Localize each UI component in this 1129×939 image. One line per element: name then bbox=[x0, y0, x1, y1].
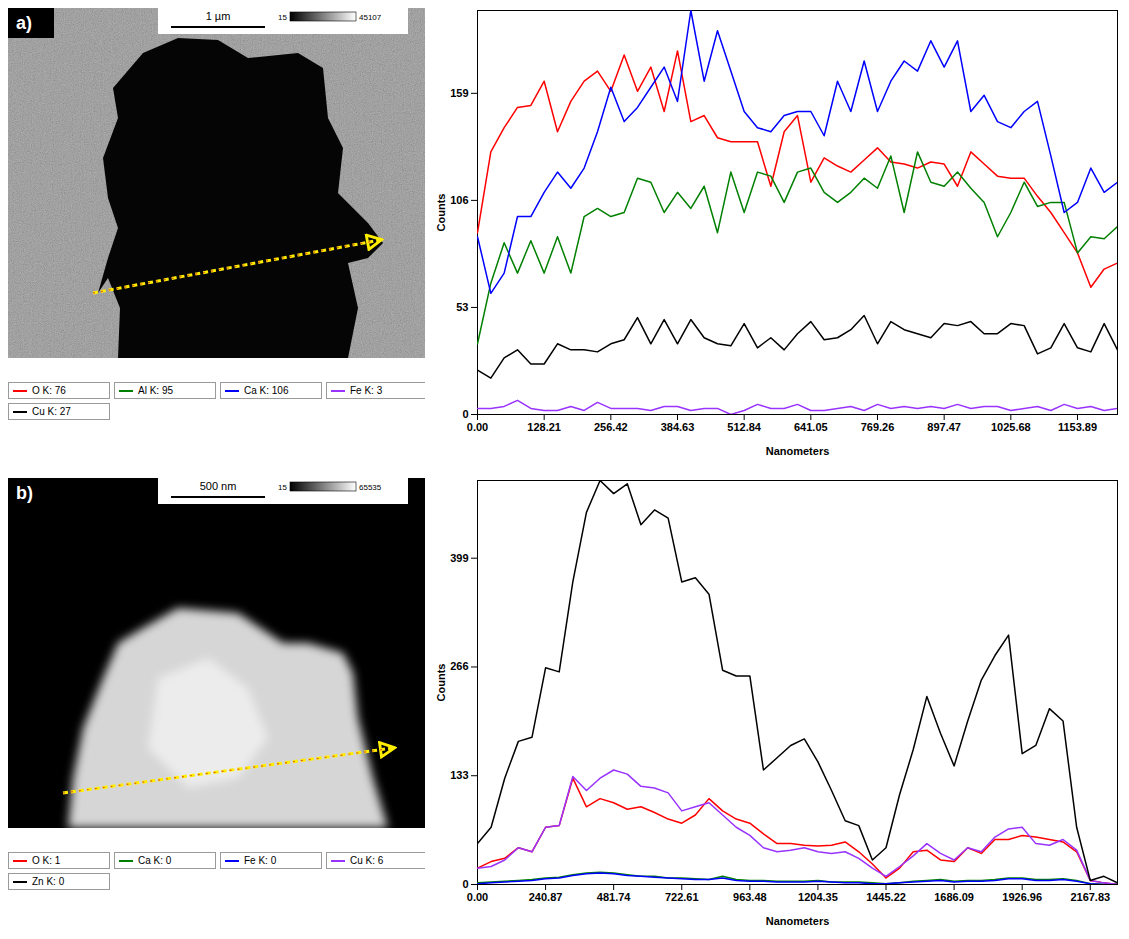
svg-text:2167.83: 2167.83 bbox=[1070, 891, 1110, 903]
html-text:O K: 1: O K: 1 bbox=[32, 855, 61, 866]
html-text:O K: 76: O K: 76 bbox=[32, 385, 66, 396]
svg-text:1445.22: 1445.22 bbox=[866, 891, 906, 903]
svg-text:0.00: 0.00 bbox=[467, 891, 488, 903]
svg-text:45107: 45107 bbox=[359, 13, 382, 22]
svg-text:266: 266 bbox=[450, 660, 468, 672]
svg-text:128.21: 128.21 bbox=[527, 421, 561, 433]
svg-text:Counts: Counts bbox=[435, 194, 447, 232]
svg-text:722.61: 722.61 bbox=[665, 891, 699, 903]
svg-text:65535: 65535 bbox=[359, 483, 382, 492]
svg-text:Nanometers: Nanometers bbox=[766, 915, 830, 927]
svg-text:159: 159 bbox=[450, 87, 468, 99]
svg-text:769.26: 769.26 bbox=[861, 421, 895, 433]
html-text:Fe K: 0: Fe K: 0 bbox=[244, 855, 277, 866]
svg-text:15: 15 bbox=[278, 13, 287, 22]
svg-text:0: 0 bbox=[462, 408, 468, 420]
html-text:Ca K: 106: Ca K: 106 bbox=[244, 385, 289, 396]
svg-text:512.84: 512.84 bbox=[727, 421, 762, 433]
svg-text:500 nm: 500 nm bbox=[200, 480, 237, 492]
svg-text:256.42: 256.42 bbox=[594, 421, 628, 433]
svg-text:1 µm: 1 µm bbox=[206, 10, 231, 22]
html-text:Al K: 95: Al K: 95 bbox=[138, 385, 173, 396]
html-text:Fe K: 3: Fe K: 3 bbox=[350, 385, 383, 396]
svg-text:641.05: 641.05 bbox=[794, 421, 828, 433]
html-text:Cu K: 27: Cu K: 27 bbox=[32, 406, 71, 417]
svg-text:a): a) bbox=[16, 13, 32, 33]
svg-text:b): b) bbox=[16, 483, 33, 503]
svg-text:Counts: Counts bbox=[435, 664, 447, 702]
svg-text:963.48: 963.48 bbox=[733, 891, 767, 903]
svg-text:133: 133 bbox=[450, 769, 468, 781]
svg-text:384.63: 384.63 bbox=[661, 421, 695, 433]
html-text:Ca K: 0: Ca K: 0 bbox=[138, 855, 172, 866]
svg-text:1926.96: 1926.96 bbox=[1002, 891, 1042, 903]
svg-text:53: 53 bbox=[456, 301, 468, 313]
svg-text:897.47: 897.47 bbox=[927, 421, 961, 433]
svg-text:1025.68: 1025.68 bbox=[991, 421, 1031, 433]
svg-text:399: 399 bbox=[450, 552, 468, 564]
svg-text:106: 106 bbox=[450, 194, 468, 206]
svg-text:15: 15 bbox=[278, 483, 287, 492]
svg-text:240.87: 240.87 bbox=[529, 891, 563, 903]
svg-text:1686.09: 1686.09 bbox=[934, 891, 974, 903]
svg-text:1204.35: 1204.35 bbox=[798, 891, 838, 903]
html-text:Cu K: 6: Cu K: 6 bbox=[350, 855, 384, 866]
svg-text:Nanometers: Nanometers bbox=[766, 445, 830, 457]
svg-text:0: 0 bbox=[462, 878, 468, 890]
svg-text:1153.89: 1153.89 bbox=[1058, 421, 1097, 433]
svg-text:481.74: 481.74 bbox=[597, 891, 632, 903]
html-text:Zn K: 0: Zn K: 0 bbox=[32, 876, 65, 887]
svg-text:0.00: 0.00 bbox=[467, 421, 488, 433]
